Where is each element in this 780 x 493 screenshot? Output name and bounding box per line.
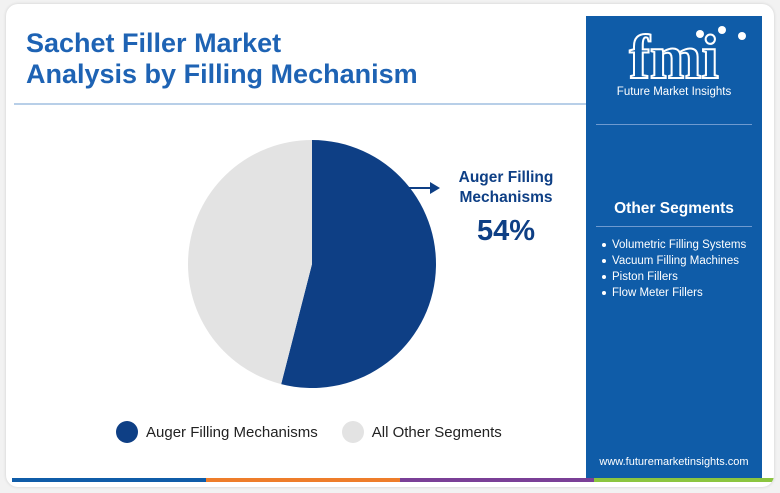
chart-card: Sachet Filler Market Analysis by Filling… [6,4,774,487]
pie-slice-other [188,140,312,385]
bottom-bar-segment [594,478,774,482]
list-item: Volumetric Filling Systems [600,237,758,253]
bottom-bar-segment [206,478,400,482]
legend-item-other: All Other Segments [341,421,502,443]
bottom-color-bar [12,478,774,482]
legend-swatch-auger [116,421,138,443]
callout-label: Auger Filling Mechanisms [444,168,568,208]
fmi-logo: fmi [628,23,746,93]
bottom-bar-segment [400,478,594,482]
legend-label-other: All Other Segments [371,423,502,441]
list-item: Vacuum Filling Machines [600,253,758,269]
callout-label-line2: Mechanisms [459,189,553,206]
website-url: www.futuremarketinsights.com [599,456,749,468]
callout-value: 54% [476,215,536,247]
bottom-bar-segment [12,478,206,482]
other-segments-list: Volumetric Filling Systems Vacuum Fillin… [600,237,758,301]
list-item: Piston Fillers [600,269,758,285]
pie-callout: Auger Filling Mechanisms 54% [444,168,568,248]
sidebar-divider [596,124,752,125]
chart-title-line2: Analysis by Filling Mechanism [26,59,418,89]
chart-legend: Auger Filling Mechanisms All Other Segme… [116,419,526,445]
pie-slice-auger [281,140,436,389]
legend-label-auger: Auger Filling Mechanisms [146,423,318,441]
sidebar-heading-divider [596,226,752,227]
list-item: Flow Meter Fillers [600,285,758,301]
pie-chart [188,140,440,389]
callout-arrow [398,182,440,194]
sidebar-panel: fmi Future Market Insights Other Segment… [586,16,762,479]
logo-subtitle: Future Market Insights [616,86,732,98]
chart-title-line1: Sachet Filler Market [26,28,282,58]
logo-wordmark: fmi [629,24,719,92]
callout-label-line1: Auger Filling [458,169,554,186]
other-segments-heading: Other Segments [614,200,734,217]
legend-item-auger: Auger Filling Mechanisms [116,421,318,443]
chart-title: Sachet Filler Market Analysis by Filling… [26,28,566,90]
legend-swatch-other [341,421,364,443]
title-divider [14,103,586,105]
